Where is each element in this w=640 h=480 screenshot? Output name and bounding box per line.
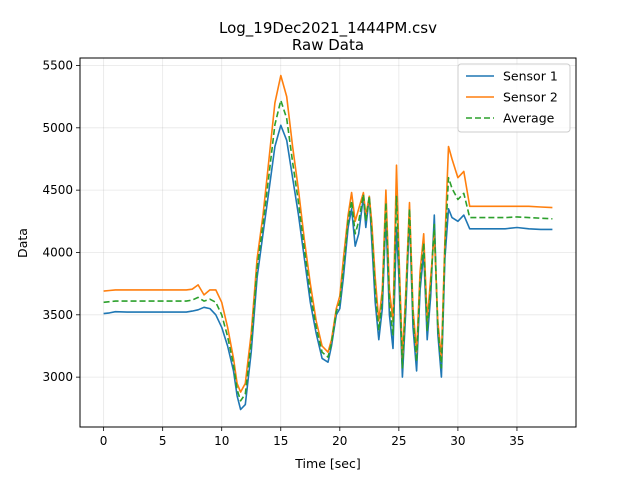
y-tick-label: 5500 [42, 58, 73, 72]
axes-frame [79, 57, 577, 428]
y-tick-label: 4000 [42, 245, 73, 259]
legend-label: Sensor 2 [503, 90, 558, 105]
y-axis-label: Data [15, 228, 30, 258]
y-tick-label: 3000 [42, 370, 73, 384]
legend-label: Sensor 1 [503, 69, 558, 84]
y-axis: 3000 3500 4000 4500 5000 5500 [42, 58, 80, 384]
legend-label: Average [503, 111, 555, 126]
x-tick-label: 35 [509, 434, 524, 448]
legend-box [457, 63, 571, 133]
x-tick-label: 20 [332, 434, 347, 448]
x-axis-label: Time [sec] [294, 456, 360, 471]
series-line-sensor-1 [103, 124, 553, 411]
x-tick-label: 5 [159, 434, 167, 448]
legend: Sensor 1 Sensor 2 Average [457, 63, 571, 133]
plot-area [103, 74, 553, 411]
x-axis: 0 5 10 15 20 25 30 35 [100, 427, 525, 448]
chart-subtitle: Raw Data [292, 36, 364, 54]
x-tick-label: 30 [450, 434, 465, 448]
y-tick-label: 5000 [42, 121, 73, 135]
series-line-average [103, 99, 553, 402]
y-tick-label: 3500 [42, 308, 73, 322]
x-tick-label: 15 [273, 434, 288, 448]
x-tick-label: 0 [100, 434, 108, 448]
chart-title: Log_19Dec2021_1444PM.csv [219, 19, 437, 38]
x-tick-label: 10 [214, 434, 229, 448]
x-tick-label: 25 [391, 434, 406, 448]
y-tick-label: 4500 [42, 183, 73, 197]
